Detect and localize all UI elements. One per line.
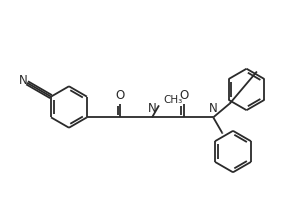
- Text: O: O: [179, 89, 188, 102]
- Text: N: N: [209, 102, 218, 115]
- Text: N: N: [19, 74, 28, 87]
- Text: O: O: [116, 89, 125, 102]
- Text: N: N: [148, 102, 156, 115]
- Text: CH₃: CH₃: [163, 95, 182, 106]
